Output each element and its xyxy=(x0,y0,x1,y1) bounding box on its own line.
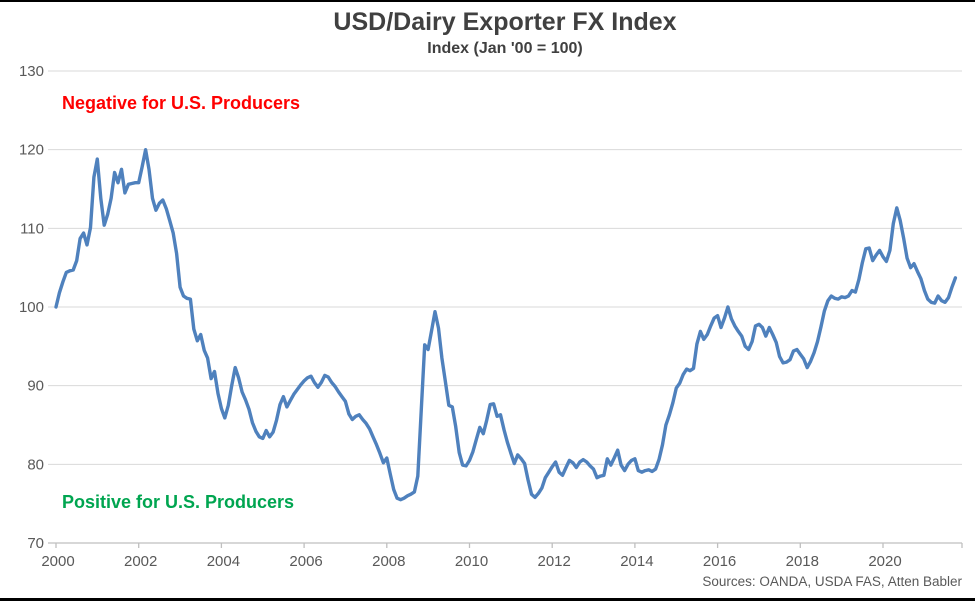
positive-producers-annotation: Positive for U.S. Producers xyxy=(62,492,295,512)
y-tick-label: 70 xyxy=(27,535,44,552)
negative-producers-annotation: Negative for U.S. Producers xyxy=(62,93,301,113)
y-tick-label: 130 xyxy=(19,63,44,80)
y-tick-label: 90 xyxy=(27,378,44,395)
x-tick-label: 2004 xyxy=(207,553,240,570)
sources-note: Sources: OANDA, USDA FAS, Atten Babler xyxy=(702,574,962,589)
x-tick-label: 2010 xyxy=(455,553,488,570)
chart-title: USD/Dairy Exporter FX Index xyxy=(333,8,677,36)
x-tick-label: 2018 xyxy=(786,553,819,570)
fx-index-line xyxy=(54,147,958,502)
x-tick-label: 2020 xyxy=(868,553,901,570)
x-tick-label: 2016 xyxy=(703,553,736,570)
y-tick-label: 120 xyxy=(19,142,44,159)
x-tick-label: 2014 xyxy=(620,553,653,570)
y-tick-label: 100 xyxy=(19,299,44,316)
x-tick-label: 2002 xyxy=(124,553,157,570)
x-tick-label: 2006 xyxy=(289,553,322,570)
chart-subtitle: Index (Jan '00 = 100) xyxy=(427,40,583,57)
x-tick-label: 2000 xyxy=(41,553,74,570)
y-tick-label: 110 xyxy=(20,220,44,237)
x-tick-label: 2012 xyxy=(538,553,571,570)
x-tick-label: 2008 xyxy=(372,553,405,570)
y-tick-label: 80 xyxy=(27,456,44,473)
